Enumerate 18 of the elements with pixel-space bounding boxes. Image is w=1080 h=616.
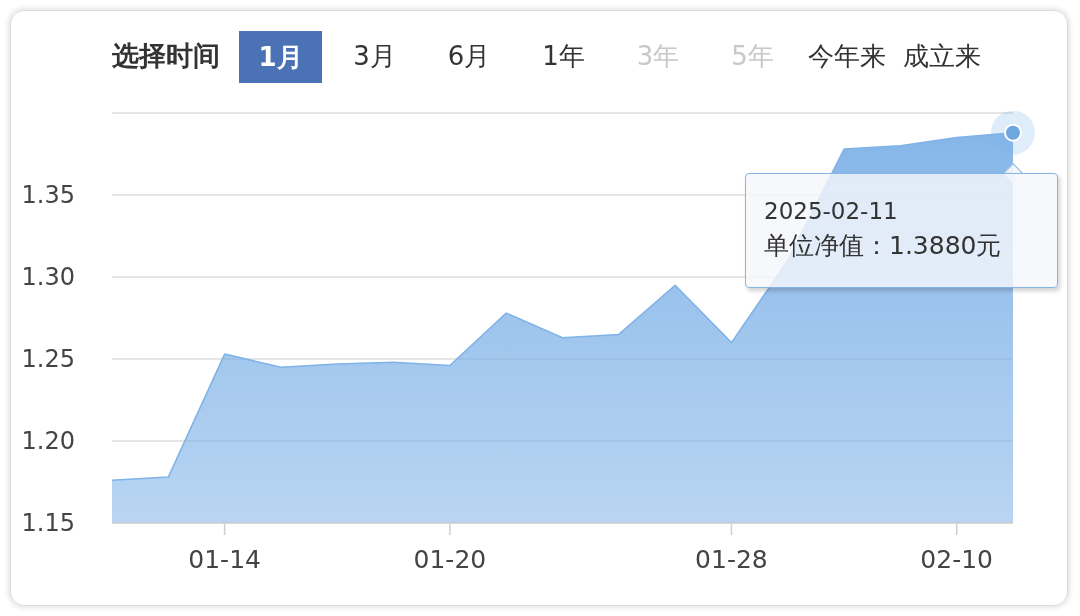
annotation: 2025-02-11 单位净值：1.3880元 <box>764 196 1002 262</box>
y-tick-label: 1.35 <box>21 181 75 210</box>
text: 3月 <box>352 40 397 73</box>
y-tick-label: 1.30 <box>21 263 75 292</box>
text: 成立来 <box>901 40 982 73</box>
x-tick-label: 02-10 <box>920 544 994 574</box>
x-tick-label: 01-28 <box>695 544 768 574</box>
text: 6月 <box>446 40 492 73</box>
tooltip-box: 2025-02-11 单位净值：1.3880元 <box>745 172 1058 288</box>
y-tick-label: 1.20 <box>21 427 75 456</box>
chart-title: 选择时间 <box>112 39 220 73</box>
y-tick-label: 1.15 <box>21 509 75 538</box>
text: 今年来 <box>807 40 887 73</box>
x-tick-label: 01-20 <box>413 544 487 574</box>
text: 1年 <box>541 40 586 73</box>
x-tick-label: 01-14 <box>188 544 261 574</box>
y-tick-label: 1.25 <box>21 345 75 374</box>
selected-tab: 1月 <box>239 31 322 83</box>
